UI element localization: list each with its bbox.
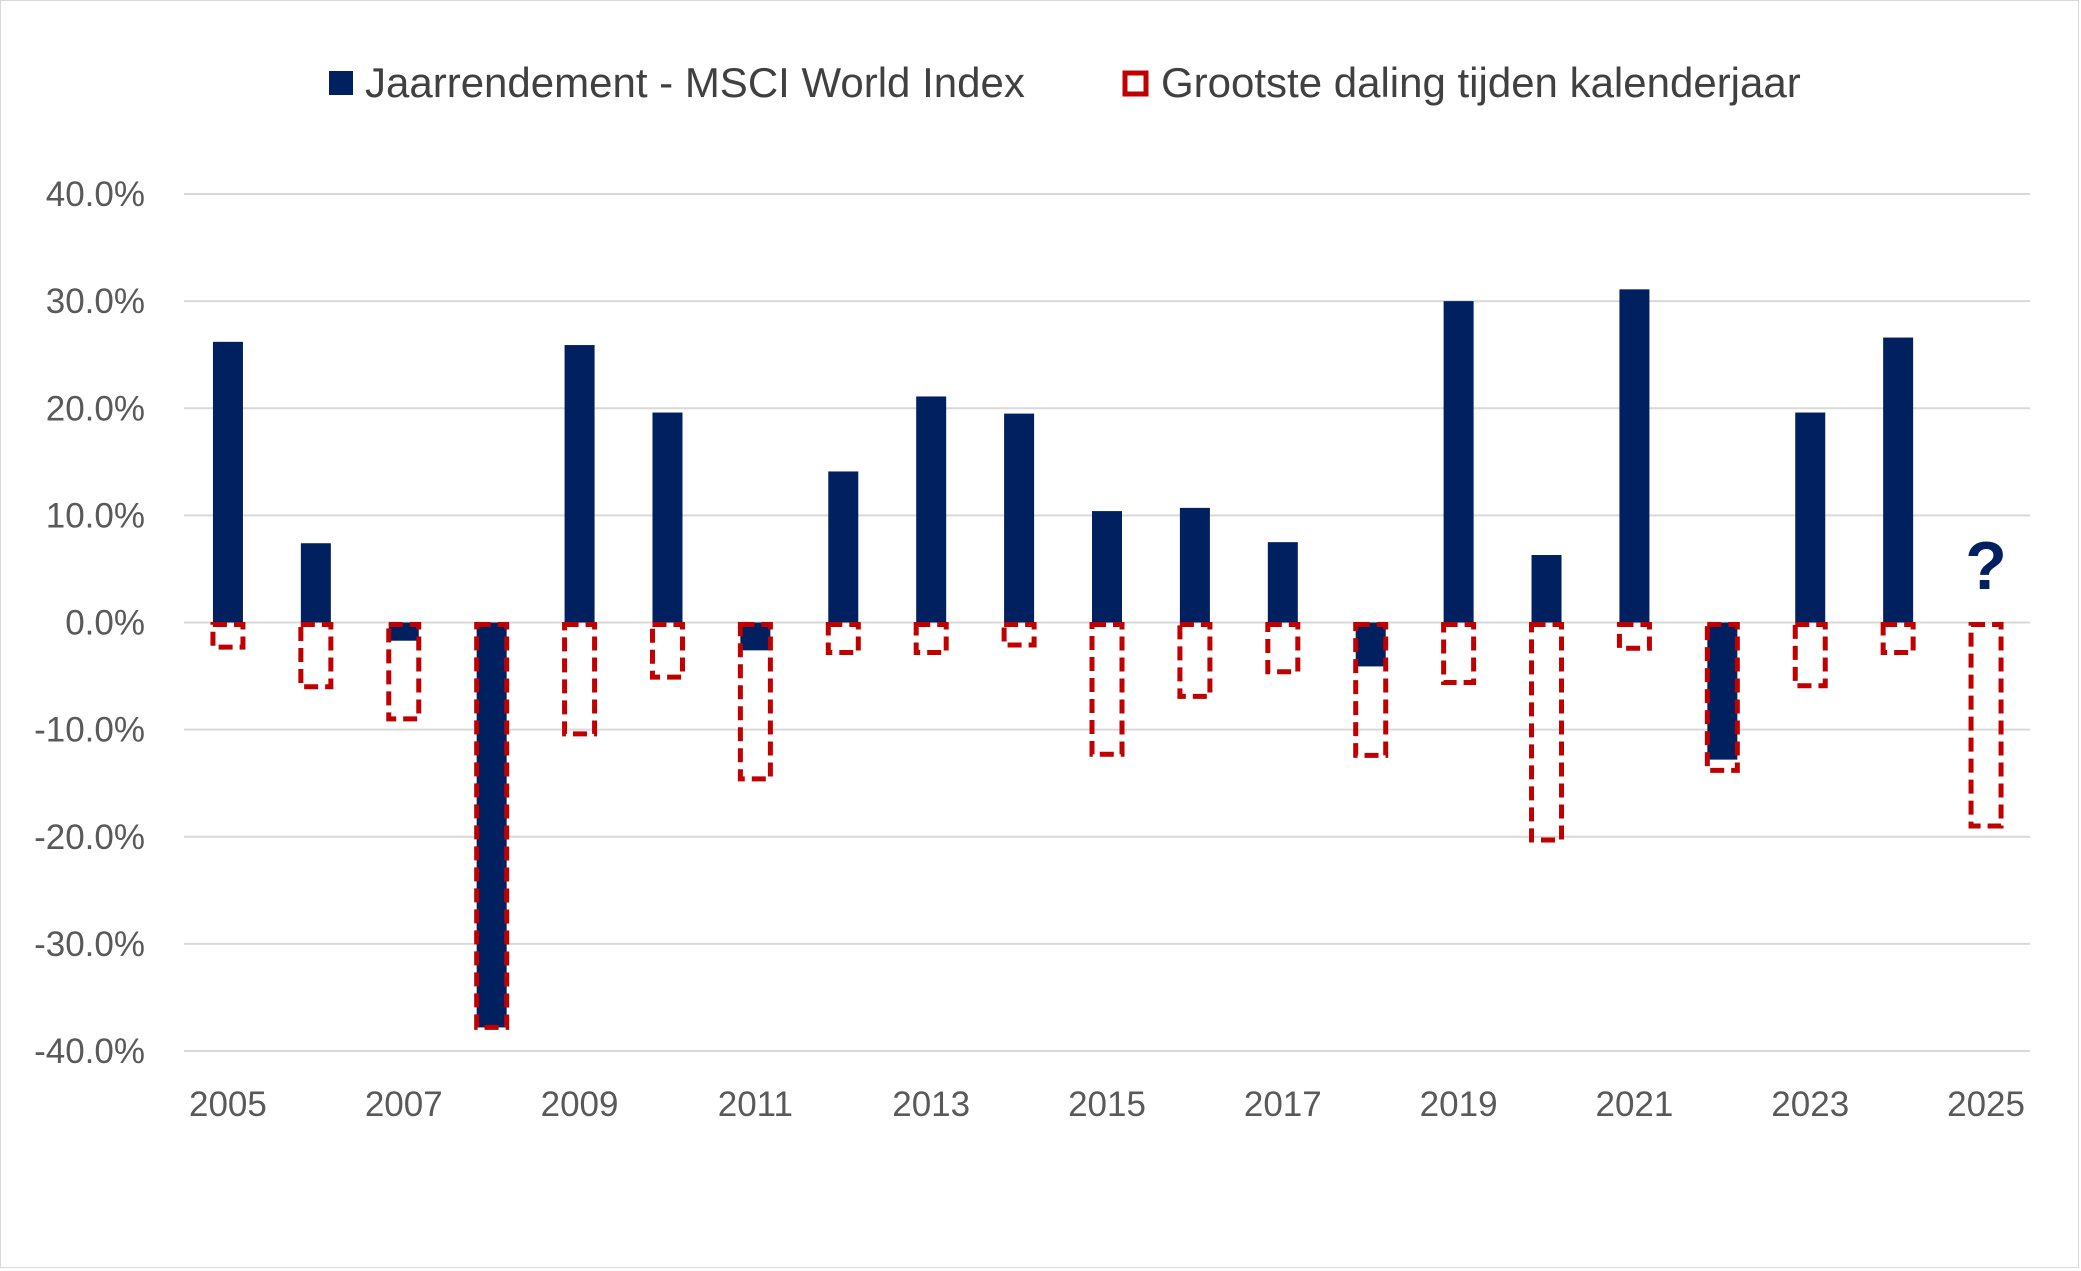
bar-jaarrendement-2011 bbox=[740, 622, 771, 651]
bar-grootste-daling-2019 bbox=[1441, 622, 1477, 685]
bar-jaarrendement-2024 bbox=[1883, 337, 1914, 623]
legend: Jaarrendement - MSCI World Index Grootst… bbox=[329, 59, 1801, 106]
y-axis-labels: 40.0% 30.0% 20.0% 10.0% 0.0% -10.0% -20.0% -30.… bbox=[34, 175, 145, 1071]
y-tick-label: -30.0% bbox=[34, 925, 145, 964]
bar-grootste-daling-2005 bbox=[210, 622, 246, 650]
bar-grootste-daling-2006 bbox=[298, 622, 334, 690]
bar-jaarrendement-2008 bbox=[476, 622, 507, 1028]
bar-jaarrendement-2014 bbox=[1004, 413, 1035, 623]
x-tick-label: 2013 bbox=[892, 1085, 970, 1124]
bar-grootste-daling-2013 bbox=[913, 622, 949, 655]
x-axis-labels: 2005 2007 2009 2011 2013 2015 2017 2019 2021 2023… bbox=[189, 1085, 2025, 1124]
legend-item-grootste-daling[interactable]: Grootste daling tijden kalenderjaar bbox=[1122, 59, 1801, 106]
bars-grootste-daling bbox=[210, 622, 2004, 1030]
bar-grootste-daling-2016 bbox=[1177, 622, 1213, 699]
annotation-question-mark: ? bbox=[1965, 528, 2007, 604]
legend-swatch-jaarrendement bbox=[329, 71, 353, 95]
y-tick-label: 10.0% bbox=[46, 496, 145, 535]
x-tick-label: 2025 bbox=[1947, 1085, 2025, 1124]
bar-grootste-daling-2018 bbox=[1353, 622, 1389, 758]
bar-grootste-daling-2008 bbox=[474, 622, 510, 1030]
bar-jaarrendement-2020 bbox=[1531, 555, 1562, 623]
bars-jaarrendement bbox=[212, 289, 1914, 1028]
bar-jaarrendement-2007 bbox=[388, 622, 419, 641]
x-tick-label: 2019 bbox=[1420, 1085, 1498, 1124]
y-tick-label: 40.0% bbox=[46, 175, 145, 214]
legend-swatch-grootste-daling bbox=[1122, 70, 1149, 97]
bar-jaarrendement-2013 bbox=[916, 396, 947, 623]
bar-grootste-daling-2009 bbox=[562, 622, 598, 737]
bar-jaarrendement-2012 bbox=[828, 471, 859, 623]
x-tick-label: 2023 bbox=[1771, 1085, 1849, 1124]
legend-item-jaarrendement[interactable]: Jaarrendement - MSCI World Index bbox=[329, 59, 1025, 106]
x-tick-label: 2005 bbox=[189, 1085, 267, 1124]
y-tick-label: -40.0% bbox=[34, 1032, 145, 1071]
bar-jaarrendement-2018 bbox=[1355, 622, 1386, 667]
bar-grootste-daling-2024 bbox=[1880, 622, 1916, 655]
legend-label-jaarrendement: Jaarrendement - MSCI World Index bbox=[365, 59, 1025, 106]
bar-jaarrendement-2017 bbox=[1267, 542, 1298, 623]
bar-jaarrendement-2009 bbox=[564, 345, 595, 623]
y-tick-label: -10.0% bbox=[34, 711, 145, 750]
bar-jaarrendement-2022 bbox=[1707, 622, 1738, 760]
bar-jaarrendement-2010 bbox=[652, 412, 683, 623]
bar-grootste-daling-2014 bbox=[1001, 622, 1037, 648]
y-tick-label: 20.0% bbox=[46, 389, 145, 428]
bar-grootste-daling-2011 bbox=[737, 622, 773, 782]
y-tick-label: 30.0% bbox=[46, 282, 145, 321]
bar-jaarrendement-2021 bbox=[1619, 289, 1650, 623]
bar-grootste-daling-2025 bbox=[1968, 622, 2004, 829]
bar-grootste-daling-2017 bbox=[1265, 622, 1301, 675]
bar-jaarrendement-2016 bbox=[1179, 507, 1210, 623]
y-tick-label: -20.0% bbox=[34, 818, 145, 857]
bar-jaarrendement-2005 bbox=[212, 341, 243, 623]
bar-grootste-daling-2023 bbox=[1792, 622, 1828, 689]
bar-jaarrendement-2015 bbox=[1092, 511, 1122, 623]
y-tick-label: 0.0% bbox=[65, 604, 145, 643]
bar-grootste-daling-2022 bbox=[1704, 622, 1740, 773]
bar-grootste-daling-2012 bbox=[825, 622, 861, 655]
annotations: ? bbox=[1965, 528, 2007, 604]
bar-jaarrendement-2006 bbox=[300, 543, 331, 623]
bar-grootste-daling-2010 bbox=[649, 622, 685, 680]
bar-grootste-daling-2015 bbox=[1089, 622, 1125, 757]
x-tick-label: 2021 bbox=[1595, 1085, 1673, 1124]
x-tick-label: 2009 bbox=[541, 1085, 619, 1124]
x-tick-label: 2011 bbox=[718, 1085, 793, 1124]
bar-grootste-daling-2021 bbox=[1616, 622, 1652, 651]
legend-label-grootste-daling: Grootste daling tijden kalenderjaar bbox=[1161, 59, 1801, 106]
bar-jaarrendement-2019 bbox=[1443, 301, 1474, 623]
bar-jaarrendement-2023 bbox=[1795, 412, 1826, 623]
bar-grootste-daling-2020 bbox=[1529, 622, 1565, 843]
bar-grootste-daling-2007 bbox=[386, 622, 422, 722]
x-tick-label: 2017 bbox=[1244, 1085, 1322, 1124]
x-tick-label: 2007 bbox=[365, 1085, 443, 1124]
x-tick-label: 2015 bbox=[1068, 1085, 1146, 1124]
